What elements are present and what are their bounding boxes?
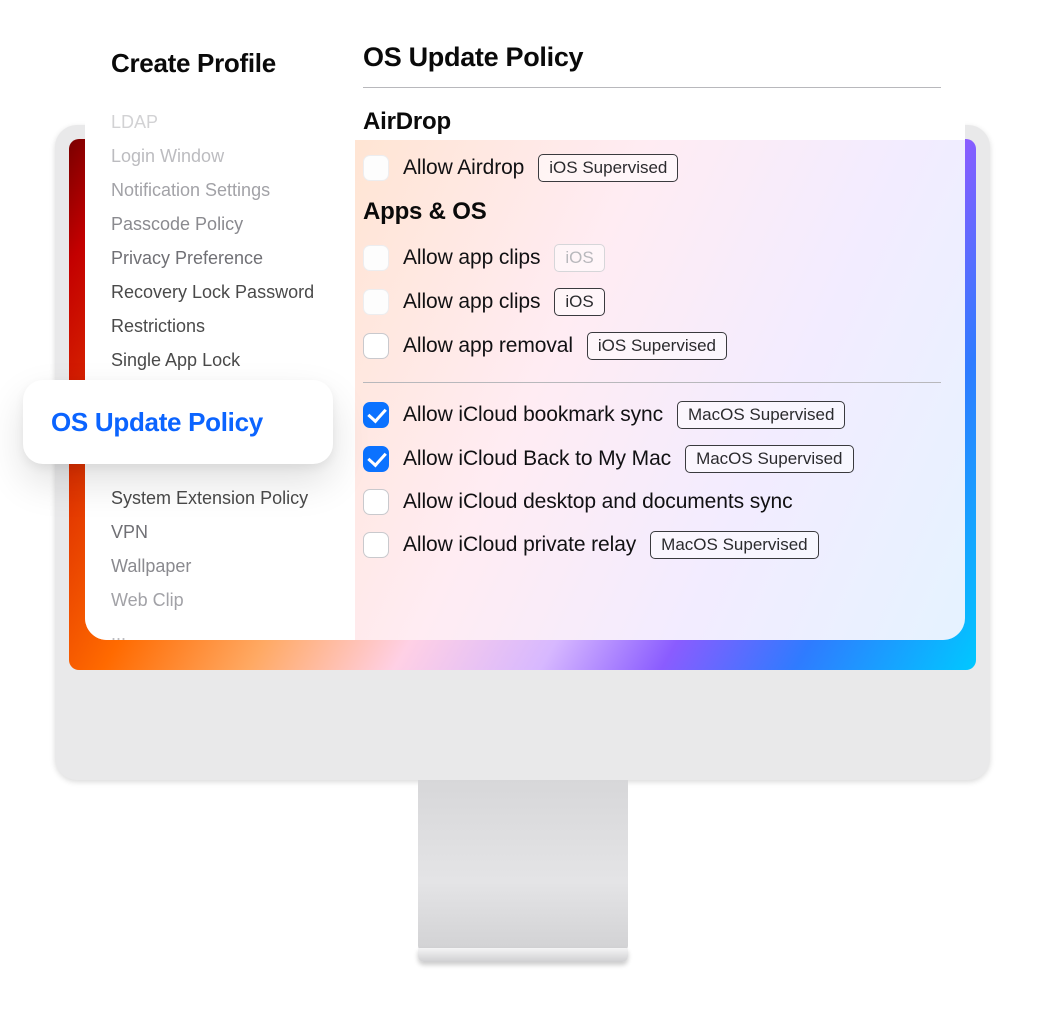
checkbox[interactable] [363, 532, 389, 558]
monitor-stand [418, 780, 628, 950]
sidebar-item[interactable]: Web Clip [111, 583, 355, 617]
checkbox[interactable] [363, 155, 389, 181]
checkbox[interactable] [363, 245, 389, 271]
platform-tag: iOS Supervised [538, 154, 678, 182]
sidebar: Create Profile LDAPLogin WindowNotificat… [85, 0, 355, 640]
active-sidebar-label: OS Update Policy [51, 407, 263, 438]
sidebar-item[interactable]: ... [111, 617, 355, 640]
sidebar-item[interactable]: Wallpaper [111, 549, 355, 583]
platform-tag: MacOS Supervised [677, 401, 845, 429]
sidebar-item[interactable]: System Extension Policy [111, 481, 355, 515]
setting-row: Allow app clips iOS [363, 280, 941, 324]
setting-row: Allow iCloud Back to My Mac MacOS Supervi… [363, 437, 941, 481]
platform-tag: MacOS Supervised [685, 445, 853, 473]
platform-tag: iOS [554, 288, 604, 316]
sidebar-item[interactable]: Single App Lock [111, 343, 355, 377]
setting-row: Allow iCloud bookmark sync MacOS Supervis… [363, 393, 941, 437]
checkbox[interactable] [363, 333, 389, 359]
setting-label: Allow iCloud bookmark sync [403, 403, 663, 427]
sidebar-title: Create Profile [111, 48, 355, 79]
sections-container: AirDrop Allow Airdrop iOS Supervised Apps &… [363, 108, 941, 567]
setting-row: Allow iCloud private relay MacOS Supervis… [363, 523, 941, 567]
app-window: Create Profile LDAPLogin WindowNotificat… [85, 0, 965, 640]
sidebar-item[interactable]: LDAP [111, 105, 355, 139]
setting-label: Allow app removal [403, 334, 573, 358]
setting-row: Allow iCloud desktop and documents sync [363, 481, 941, 523]
main-panel: OS Update Policy AirDrop Allow Airdrop iOS… [355, 0, 965, 640]
active-sidebar-pill[interactable]: OS Update Policy [23, 380, 333, 464]
sidebar-item[interactable]: Login Window [111, 139, 355, 173]
setting-row: Allow app clips iOS [363, 236, 941, 280]
sidebar-item[interactable]: Recovery Lock Password [111, 275, 355, 309]
checkbox[interactable] [363, 489, 389, 515]
checkbox[interactable] [363, 289, 389, 315]
section-heading: Apps & OS [363, 198, 941, 226]
platform-tag: MacOS Supervised [650, 531, 818, 559]
setting-label: Allow app clips [403, 246, 540, 270]
section-heading: AirDrop [363, 108, 941, 136]
page-title: OS Update Policy [363, 42, 941, 88]
setting-row: Allow Airdrop iOS Supervised [363, 146, 941, 190]
setting-label: Allow iCloud private relay [403, 533, 636, 557]
checkbox[interactable] [363, 402, 389, 428]
sidebar-item[interactable]: VPN [111, 515, 355, 549]
sidebar-item[interactable]: Passcode Policy [111, 207, 355, 241]
setting-label: Allow iCloud desktop and documents sync [403, 490, 792, 514]
platform-tag: iOS [554, 244, 604, 272]
setting-label: Allow app clips [403, 290, 540, 314]
checkbox[interactable] [363, 446, 389, 472]
platform-tag: iOS Supervised [587, 332, 727, 360]
setting-label: Allow iCloud Back to My Mac [403, 447, 671, 471]
sidebar-list: LDAPLogin WindowNotification SettingsPas… [111, 105, 355, 640]
sidebar-item[interactable]: Restrictions [111, 309, 355, 343]
sidebar-item[interactable]: Notification Settings [111, 173, 355, 207]
section-divider [363, 382, 941, 383]
setting-label: Allow Airdrop [403, 156, 524, 180]
sidebar-item[interactable]: Privacy Preference [111, 241, 355, 275]
setting-row: Allow app removal iOS Supervised [363, 324, 941, 368]
monitor-base [418, 948, 628, 962]
